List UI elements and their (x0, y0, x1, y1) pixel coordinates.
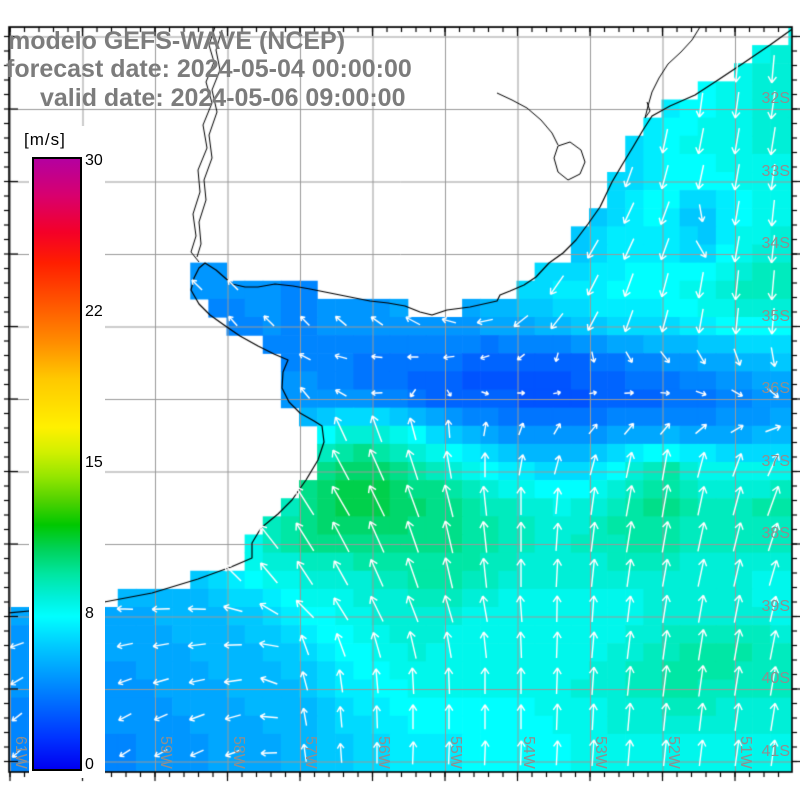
latitude-label: 40S (761, 670, 790, 687)
colorbar-tick-label: 8 (85, 605, 94, 622)
forecast-date-title: forecast date: 2024-05-04 00:00:00 (6, 55, 412, 83)
colorbar-tick-label: 22 (85, 303, 103, 320)
latitude-label: 36S (761, 380, 790, 397)
longitude-label: 55W (447, 736, 464, 769)
valid-date-title: valid date: 2024-05-06 09:00:00 (40, 84, 406, 112)
longitude-label: 52W (664, 736, 682, 769)
longitude-label: 57W (302, 736, 319, 769)
model-name-title: modelo GEFS-WAVE (NCEP) (8, 27, 346, 55)
longitude-label: 58W (229, 736, 247, 769)
latitude-label: 39S (761, 597, 790, 615)
colorbar-unit-label: [m/s] (24, 130, 66, 149)
longitude-label: 51W (737, 736, 754, 769)
colorbar-tick-label: 0 (85, 756, 94, 773)
latitude-label: 33S (761, 162, 790, 180)
longitude-label: 53W (592, 736, 609, 769)
latitude-label: 41S (761, 742, 790, 760)
longitude-label: 54W (519, 736, 537, 769)
longitude-label: 59W (157, 736, 174, 769)
latitude-label: 38S (761, 525, 790, 542)
latitude-label: 34S (761, 235, 790, 252)
latitude-label: 35S (761, 307, 790, 325)
colorbar-tick-label: 15 (85, 454, 103, 471)
colorbar-gradient (32, 157, 82, 771)
latitude-label: 32S (761, 90, 790, 107)
longitude-label: 61W (12, 736, 29, 769)
colorbar-tick-label: 30 (85, 152, 103, 169)
longitude-label: 56W (374, 736, 392, 769)
latitude-label: 37S (761, 452, 790, 470)
